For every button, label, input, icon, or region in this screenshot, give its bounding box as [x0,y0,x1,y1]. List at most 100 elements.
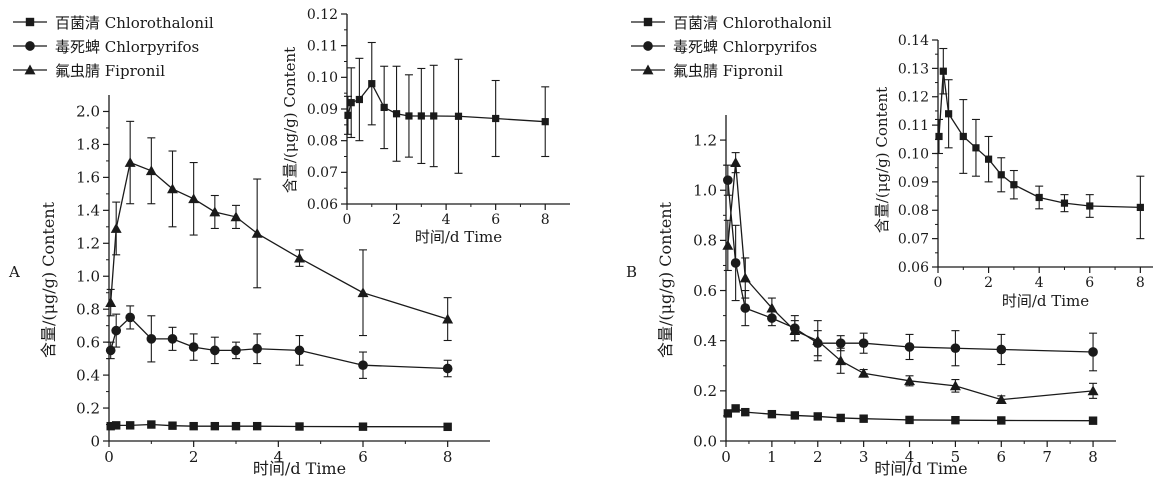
series-line [347,82,546,123]
x-tick-label: 0 [721,448,731,466]
x-tick-label: 4 [905,448,915,466]
data-point [723,409,733,418]
data-point [730,258,741,268]
data-point [347,99,355,107]
y-tick-label: 0.07 [898,232,929,248]
legend-label: 氟虫腈 Fipronil [55,62,165,80]
y-tick-label: 0.6 [693,282,717,300]
y-tick-label: 1.2 [693,131,717,149]
y-tick-label: 0.07 [307,165,338,181]
legend-marker [643,17,653,27]
data-point [125,421,135,430]
legend-label: 百菌清 Chlorothalonil [55,14,214,32]
data-point [1136,203,1144,212]
data-point [125,312,135,323]
y-tick-label: 0.14 [898,33,929,49]
data-point [295,422,304,431]
y-tick-label: 1.2 [76,235,100,253]
y-tick-label: 0 [90,432,100,450]
data-point [858,338,869,349]
data-point [368,80,376,88]
data-point [252,343,262,354]
data-point [939,67,947,75]
data-point [740,303,751,313]
y-tick-label: 0.2 [76,399,100,417]
data-point [859,414,868,423]
y-tick-label: 0.09 [898,175,929,191]
data-point [146,334,157,344]
data-point [111,325,122,336]
x-tick-label: 0 [934,275,943,291]
x-tick-label: 8 [1088,448,1098,466]
x-tick-label: 7 [1042,448,1052,466]
data-point [813,412,822,421]
data-point [294,345,305,356]
data-point [230,211,242,222]
data-point [951,415,960,425]
data-point [209,206,221,217]
y-axis-title: 含量/(μg/g) Content [281,47,299,193]
x-axis-title: 时间/d Time [253,459,346,478]
data-point [812,335,824,346]
x-tick-label: 2 [189,448,199,466]
x-tick-label: 6 [1085,275,1094,291]
x-tick-label: 6 [997,448,1007,466]
y-axis-title: 含量/(μg/g) Content [39,201,58,358]
data-point [405,112,413,120]
x-axis-title: 时间/d Time [1002,292,1089,310]
data-point [935,132,943,141]
data-point [1088,416,1098,425]
data-point [767,409,777,419]
data-point [950,343,961,354]
series-line [110,423,448,428]
x-tick-label: 0 [104,448,114,466]
data-point [997,416,1006,425]
data-point [294,252,305,263]
data-point [188,193,200,204]
data-point [210,421,220,431]
series-line [938,71,1141,209]
x-tick-label: 2 [392,212,401,228]
y-tick-label: 0.08 [307,134,338,150]
data-point [789,325,801,336]
x-tick-label: 8 [443,448,453,466]
data-point [905,415,914,425]
x-tick-label: 2 [984,275,993,291]
data-point [835,338,846,349]
data-point [106,421,115,431]
data-point [147,420,156,429]
series-triangle-2 [105,120,454,342]
x-tick-label: 6 [358,448,368,466]
data-point [996,344,1007,355]
x-tick-label: 1 [767,448,777,466]
data-point [858,367,870,378]
data-point [904,375,915,386]
panel-a-main-chart: 0 2 4 6 8 0 0.2 0.4 0.6 0.8 1.0 1.2 1.4 1.6 1.8 2.0 时间/d… [39,95,490,478]
data-point [443,422,452,432]
series-square-0 [723,404,1098,425]
x-tick-label: 4 [1035,275,1044,291]
data-point [357,287,369,298]
y-tick-label: 0.10 [307,70,338,86]
panel-b-inset-chart: 0 2 4 6 8 0.06 0.07 0.08 0.09 0.10 0.11 0.12 0.13 0.1… [873,33,1153,310]
y-tick-label: 0.8 [76,300,100,318]
data-point [392,110,401,118]
data-point [417,112,425,120]
data-point [995,394,1007,404]
series-line [727,162,1094,401]
y-tick-label: 0.4 [693,332,717,350]
panel-a-inset-chart: 0 2 4 6 8 0.06 0.07 0.08 0.09 0.10 0.11 0.12 时间/d Ti… [281,7,570,246]
series-circle-1 [105,305,453,379]
y-tick-label: 1.8 [76,136,100,154]
y-tick-label: 0.06 [898,260,929,276]
y-tick-label: 0.6 [76,333,100,351]
legend-marker [25,41,35,51]
data-point [790,411,800,420]
series-square-0 [343,41,550,174]
y-axis-title: 含量/(μg/g) Content [873,87,891,233]
data-point [105,345,116,356]
x-tick-label: 2 [813,448,823,466]
x-tick-label: 8 [541,212,550,228]
y-tick-label: 0.12 [898,90,929,106]
data-point [1088,347,1098,357]
